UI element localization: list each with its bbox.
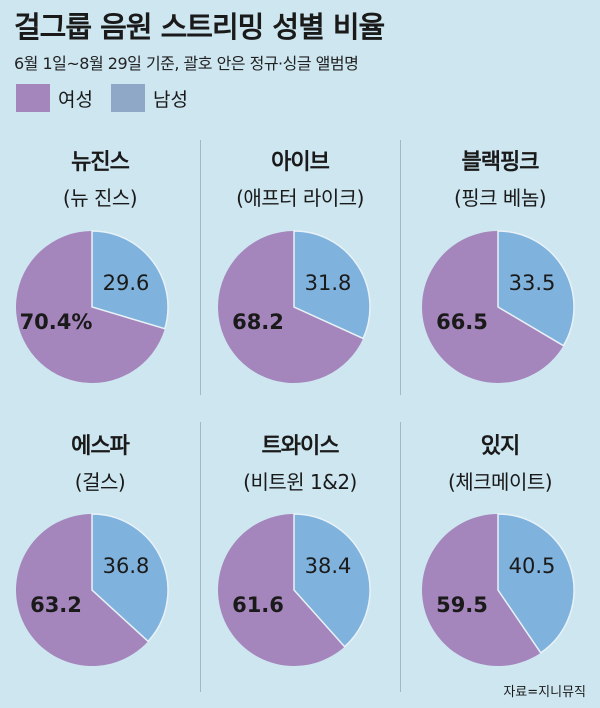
female-value-label: 70.4% — [20, 310, 93, 334]
pie-slice-male — [91, 513, 169, 643]
legend-female-label: 여성 — [58, 88, 93, 111]
male-value-label: 36.8 — [103, 554, 150, 578]
chart-title: 걸그룹 음원 스트리밍 성별 비율 — [14, 10, 385, 44]
album-name: (뉴 진스) — [62, 186, 138, 210]
pie-slice-male — [91, 230, 169, 330]
column-divider — [400, 422, 401, 692]
female-value-label: 68.2 — [232, 310, 284, 334]
pie-slice-female — [218, 514, 345, 666]
female-value-label: 66.5 — [436, 310, 488, 334]
male-value-label: 40.5 — [509, 554, 556, 578]
chart-subtitle: 6월 1일~8월 29일 기준, 괄호 안은 정규·싱글 앨범명 — [14, 54, 359, 73]
group-name: 트와이스 — [261, 434, 340, 459]
pie-slice-male — [293, 230, 371, 340]
male-value-label: 29.6 — [103, 271, 150, 295]
group-header: 에스파 (걸스) — [0, 428, 200, 495]
male-value-label: 31.8 — [305, 271, 352, 295]
pie-slice-male — [293, 513, 371, 648]
pie-slice-female — [422, 514, 541, 666]
album-name: (비트윈 1&2) — [243, 470, 357, 494]
legend-female-swatch — [16, 84, 50, 112]
album-name: (체크메이트) — [447, 470, 553, 494]
legend-male-swatch — [110, 84, 145, 112]
group-name: 에스파 — [71, 434, 130, 459]
pie-slice-female — [16, 514, 149, 666]
legend: 여성 남성 — [16, 84, 206, 112]
group-name: 블랙핑크 — [461, 150, 540, 175]
column-divider — [200, 422, 201, 692]
legend-male: 남성 — [110, 84, 188, 112]
group-name: 뉴진스 — [71, 150, 130, 175]
group-name: 있지 — [480, 434, 520, 459]
pie-slice-female — [218, 231, 364, 384]
column-divider — [400, 140, 401, 395]
legend-female: 여성 — [16, 84, 93, 112]
group-header: 있지 (체크메이트) — [400, 428, 600, 495]
album-name: (애프터 라이크) — [236, 186, 364, 210]
group-header: 뉴진스 (뉴 진스) — [0, 144, 200, 211]
male-value-label: 33.5 — [509, 271, 556, 295]
column-divider — [200, 140, 201, 395]
pie-slice-male — [497, 513, 575, 654]
legend-male-label: 남성 — [152, 88, 188, 111]
female-value-label: 63.2 — [30, 593, 82, 617]
female-value-label: 61.6 — [232, 593, 284, 617]
pie-slice-female — [15, 231, 165, 384]
group-header: 아이브 (애프터 라이크) — [200, 144, 400, 211]
group-header: 트와이스 (비트윈 1&2) — [200, 428, 400, 495]
group-header: 블랙핑크 (핑크 베놈) — [400, 144, 600, 211]
group-name: 아이브 — [271, 150, 330, 175]
album-name: (핑크 베놈) — [453, 186, 547, 210]
source-note: 자료=지니뮤직 — [503, 685, 586, 700]
album-name: (걸스) — [74, 470, 126, 494]
male-value-label: 38.4 — [305, 554, 352, 578]
pie-slice-female — [422, 231, 564, 383]
pie-slice-male — [497, 230, 575, 347]
female-value-label: 59.5 — [436, 593, 488, 617]
